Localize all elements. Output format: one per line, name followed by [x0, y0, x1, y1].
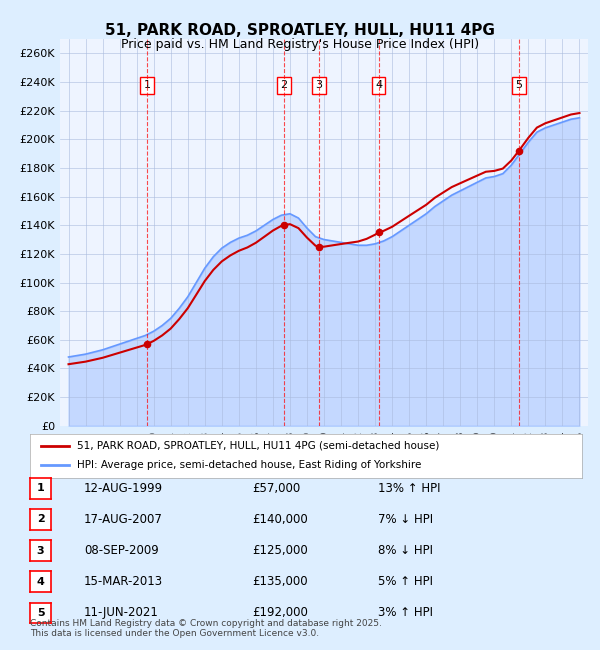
- Text: 13% ↑ HPI: 13% ↑ HPI: [378, 482, 440, 495]
- Text: 3: 3: [315, 81, 322, 90]
- Text: HPI: Average price, semi-detached house, East Riding of Yorkshire: HPI: Average price, semi-detached house,…: [77, 460, 421, 471]
- Text: 3: 3: [37, 545, 44, 556]
- Text: 2: 2: [280, 81, 287, 90]
- Text: £140,000: £140,000: [252, 513, 308, 526]
- Text: 5: 5: [37, 608, 44, 618]
- Text: 7% ↓ HPI: 7% ↓ HPI: [378, 513, 433, 526]
- Point: [314, 242, 323, 252]
- Text: 08-SEP-2009: 08-SEP-2009: [84, 544, 159, 557]
- Text: Price paid vs. HM Land Registry's House Price Index (HPI): Price paid vs. HM Land Registry's House …: [121, 38, 479, 51]
- Text: 3% ↑ HPI: 3% ↑ HPI: [378, 606, 433, 619]
- Text: 4: 4: [375, 81, 382, 90]
- Text: £57,000: £57,000: [252, 482, 300, 495]
- Text: 17-AUG-2007: 17-AUG-2007: [84, 513, 163, 526]
- Text: 8% ↓ HPI: 8% ↓ HPI: [378, 544, 433, 557]
- Text: 5: 5: [515, 81, 523, 90]
- Text: £125,000: £125,000: [252, 544, 308, 557]
- Text: 5% ↑ HPI: 5% ↑ HPI: [378, 575, 433, 588]
- Text: 1: 1: [37, 483, 44, 493]
- Text: 51, PARK ROAD, SPROATLEY, HULL, HU11 4PG: 51, PARK ROAD, SPROATLEY, HULL, HU11 4PG: [105, 23, 495, 38]
- Text: 12-AUG-1999: 12-AUG-1999: [84, 482, 163, 495]
- Point: [514, 146, 524, 156]
- Text: 4: 4: [37, 577, 44, 587]
- Point: [374, 227, 383, 238]
- Text: 1: 1: [143, 81, 151, 90]
- Point: [142, 339, 152, 349]
- Text: Contains HM Land Registry data © Crown copyright and database right 2025.
This d: Contains HM Land Registry data © Crown c…: [30, 619, 382, 638]
- Text: £135,000: £135,000: [252, 575, 308, 588]
- Text: 2: 2: [37, 514, 44, 525]
- Text: £192,000: £192,000: [252, 606, 308, 619]
- Text: 51, PARK ROAD, SPROATLEY, HULL, HU11 4PG (semi-detached house): 51, PARK ROAD, SPROATLEY, HULL, HU11 4PG…: [77, 441, 439, 451]
- Point: [279, 220, 289, 230]
- Text: 15-MAR-2013: 15-MAR-2013: [84, 575, 163, 588]
- Text: 11-JUN-2021: 11-JUN-2021: [84, 606, 159, 619]
